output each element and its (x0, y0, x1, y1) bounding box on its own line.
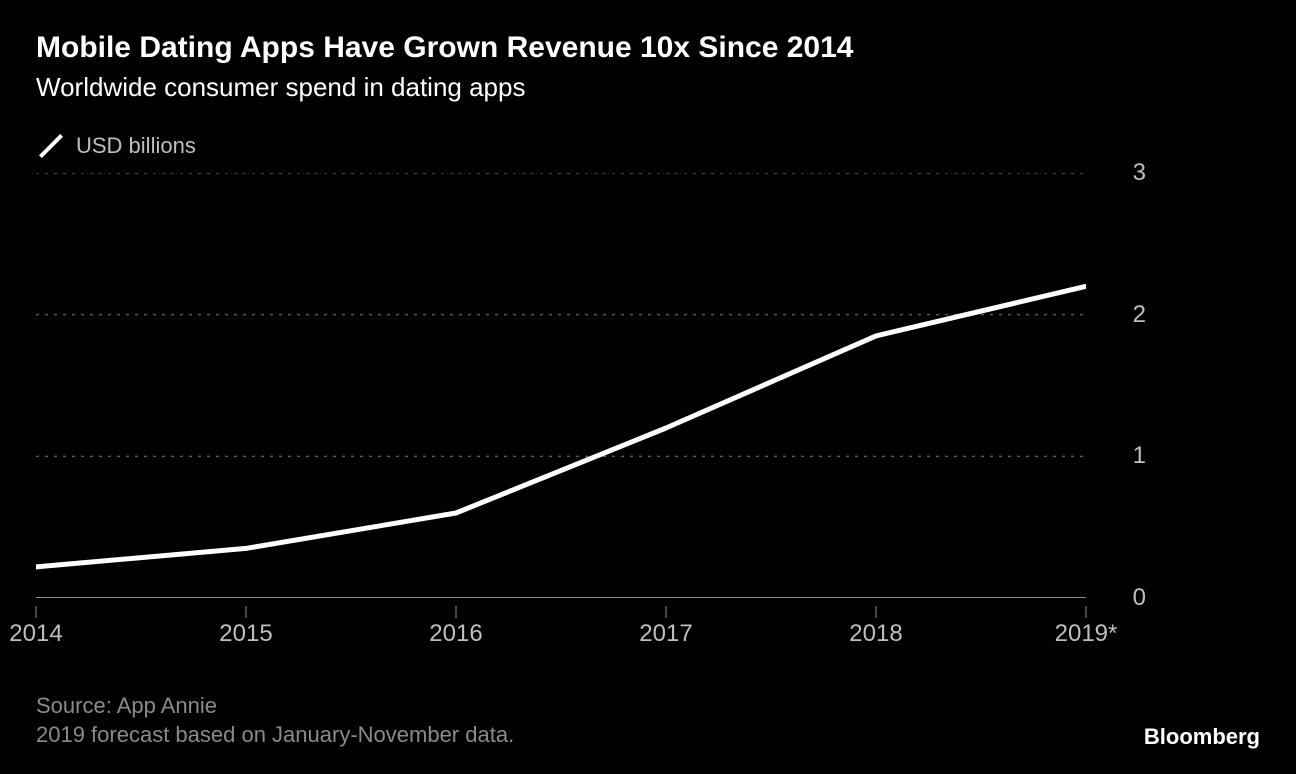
y-axis-tick-label: 3 (1133, 159, 1146, 187)
line-chart-svg (36, 173, 1086, 598)
legend-swatch-line (39, 134, 63, 158)
x-axis-tick (666, 606, 667, 618)
x-axis-labels: 201420152016201720182019* (36, 606, 1086, 656)
legend: USD billions (36, 133, 1260, 159)
x-axis-tick-label: 2014 (9, 620, 62, 648)
x-axis-tick-label: 2019* (1055, 620, 1118, 648)
y-axis-labels: 0123 (1086, 173, 1146, 598)
x-axis-tick (456, 606, 457, 618)
x-axis-tick-label: 2015 (219, 620, 272, 648)
chart-footer: Source: App Annie 2019 forecast based on… (36, 691, 514, 750)
y-axis-tick-label: 1 (1133, 442, 1146, 470)
x-axis-tick (36, 606, 37, 618)
x-axis-tick (1086, 606, 1087, 618)
x-axis-tick (246, 606, 247, 618)
legend-label: USD billions (76, 133, 196, 159)
chart-title: Mobile Dating Apps Have Grown Revenue 10… (36, 30, 1260, 66)
x-axis-tick-label: 2018 (849, 620, 902, 648)
source-text: Source: App Annie (36, 691, 514, 721)
brand-label: Bloomberg (1144, 724, 1260, 750)
x-axis-tick-label: 2016 (429, 620, 482, 648)
chart-container: Mobile Dating Apps Have Grown Revenue 10… (0, 0, 1296, 774)
footnote-text: 2019 forecast based on January-November … (36, 720, 514, 750)
x-axis-tick (876, 606, 877, 618)
x-axis-tick-label: 2017 (639, 620, 692, 648)
chart-plot-area: 0123 (36, 173, 1146, 598)
y-axis-tick-label: 2 (1133, 301, 1146, 329)
y-axis-tick-label: 0 (1133, 584, 1146, 612)
chart-subtitle: Worldwide consumer spend in dating apps (36, 72, 1260, 103)
